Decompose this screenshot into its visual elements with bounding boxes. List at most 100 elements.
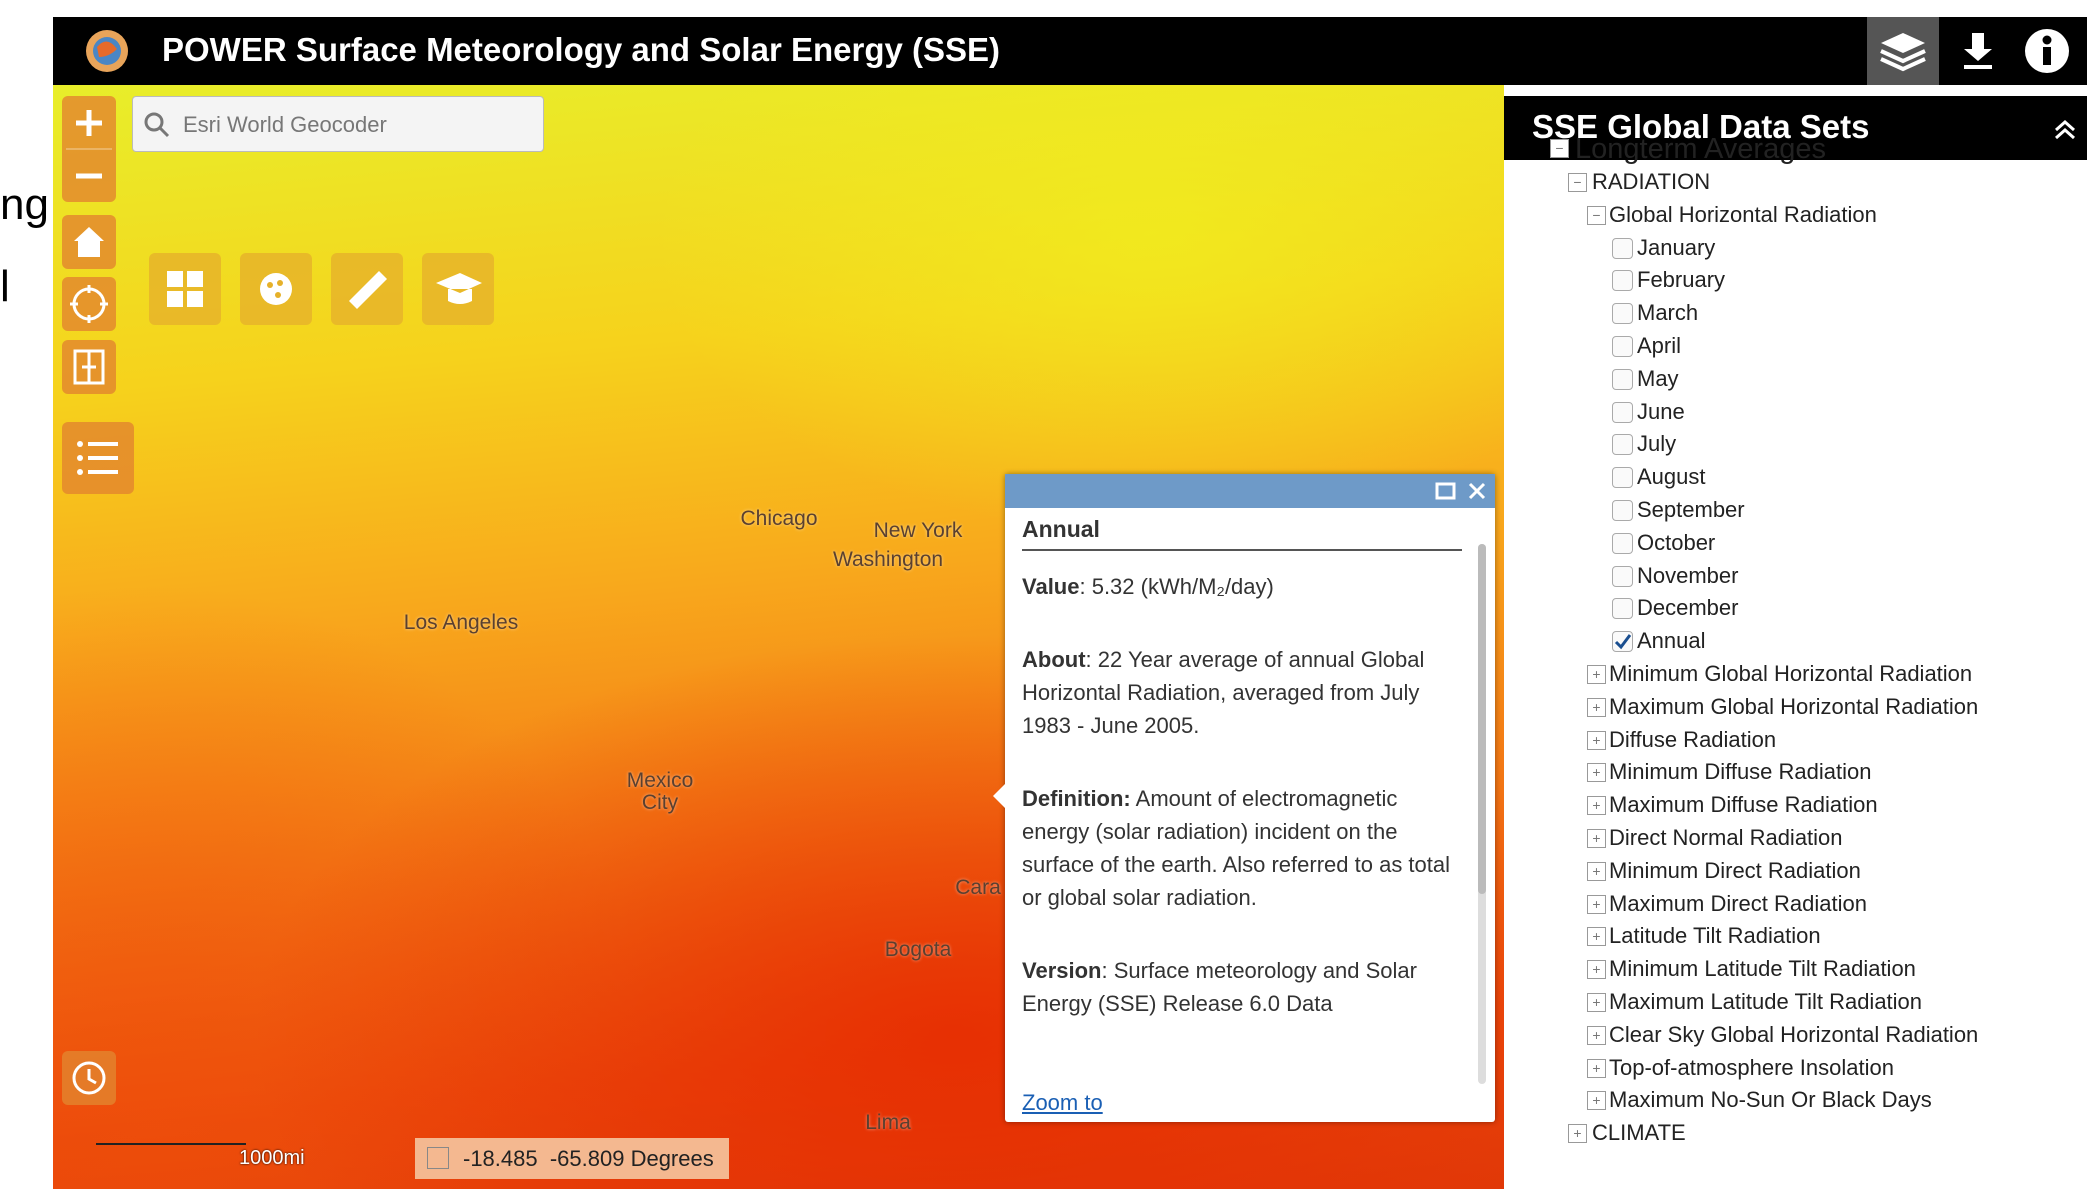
expand-icon[interactable]: + xyxy=(1587,993,1606,1012)
download-button[interactable] xyxy=(1958,29,1998,73)
expand-icon[interactable]: + xyxy=(1587,763,1606,782)
expand-icon[interactable]: + xyxy=(1587,1091,1606,1110)
tree-layer[interactable]: Top-of-atmosphere Insolation xyxy=(1609,1055,1894,1081)
checkbox[interactable] xyxy=(1612,369,1633,390)
side-text: ng xyxy=(0,180,49,230)
option-label[interactable]: September xyxy=(1637,497,1745,523)
expand-icon[interactable]: + xyxy=(1587,731,1606,750)
expand-icon[interactable]: + xyxy=(1568,1124,1587,1143)
tree-group: RADIATION xyxy=(1592,169,1710,195)
map-label: Cara xyxy=(955,876,1001,900)
tree-layer[interactable]: Maximum Latitude Tilt Radiation xyxy=(1609,989,1922,1015)
layers-button[interactable] xyxy=(1867,17,1939,85)
option-label[interactable]: December xyxy=(1637,595,1738,621)
expand-icon[interactable]: + xyxy=(1587,665,1606,684)
map-label: Mexico City xyxy=(620,770,700,814)
tree-layer[interactable]: Minimum Global Horizontal Radiation xyxy=(1609,661,1972,687)
option-label[interactable]: January xyxy=(1637,235,1715,261)
tree-layer[interactable]: Maximum No-Sun Or Black Days xyxy=(1609,1087,1932,1113)
checkbox[interactable] xyxy=(1612,598,1633,619)
checkbox[interactable] xyxy=(1612,434,1633,455)
checkbox[interactable] xyxy=(1612,467,1633,488)
coordinates-box: -18.485 -65.809 Degrees xyxy=(415,1138,729,1179)
checkbox[interactable] xyxy=(1612,238,1633,259)
scale-label: 1000mi xyxy=(239,1147,305,1170)
collapse-icon[interactable]: − xyxy=(1550,139,1569,158)
tree-layer[interactable]: Minimum Latitude Tilt Radiation xyxy=(1609,956,1916,982)
map-label: Los Angeles xyxy=(404,611,518,635)
expand-icon[interactable]: + xyxy=(1587,829,1606,848)
checkbox[interactable] xyxy=(1612,631,1633,652)
checkbox[interactable] xyxy=(1612,303,1633,324)
search-icon xyxy=(143,111,171,139)
tree-layer[interactable]: Maximum Global Horizontal Radiation xyxy=(1609,694,1978,720)
close-button[interactable] xyxy=(1467,481,1487,501)
map-label: Chicago xyxy=(740,507,817,531)
side-text: l xyxy=(0,262,10,312)
scale-line xyxy=(96,1143,246,1145)
expand-icon[interactable]: + xyxy=(1587,862,1606,881)
popup-section: Value: 5.32 (kWh/M₂/day) xyxy=(1022,570,1467,603)
popup: Annual Value: 5.32 (kWh/M₂/day)About: 22… xyxy=(1005,474,1495,1122)
option-label[interactable]: May xyxy=(1637,366,1679,392)
checkbox[interactable] xyxy=(1612,566,1633,587)
checkbox[interactable] xyxy=(1612,402,1633,423)
expand-icon[interactable]: + xyxy=(1587,895,1606,914)
measure-tool[interactable] xyxy=(331,253,403,325)
home-button[interactable] xyxy=(62,215,116,269)
checkbox[interactable] xyxy=(1612,270,1633,291)
tree-layer[interactable]: Clear Sky Global Horizontal Radiation xyxy=(1609,1022,1978,1048)
popup-body: Value: 5.32 (kWh/M₂/day)About: 22 Year a… xyxy=(1022,570,1467,1060)
search-placeholder: Esri World Geocoder xyxy=(183,112,387,138)
basemap-tool[interactable] xyxy=(149,253,221,325)
expand-icon[interactable]: + xyxy=(1587,1059,1606,1078)
section-label: About xyxy=(1022,647,1086,672)
checkbox[interactable] xyxy=(1612,500,1633,521)
maximize-button[interactable] xyxy=(1435,481,1457,501)
tree-layer[interactable]: Minimum Diffuse Radiation xyxy=(1609,759,1871,785)
expand-icon[interactable]: + xyxy=(1587,927,1606,946)
expand-icon[interactable]: + xyxy=(1587,1026,1606,1045)
option-label[interactable]: March xyxy=(1637,300,1698,326)
collapse-icon[interactable]: − xyxy=(1568,173,1587,192)
option-label[interactable]: February xyxy=(1637,267,1725,293)
search-box[interactable]: Esri World Geocoder xyxy=(132,96,544,152)
info-button[interactable] xyxy=(2023,27,2071,75)
section-label: Value xyxy=(1022,574,1079,599)
zoom-control[interactable] xyxy=(62,96,116,202)
option-label[interactable]: April xyxy=(1637,333,1681,359)
tree-layer[interactable]: Diffuse Radiation xyxy=(1609,727,1776,753)
layer-tool[interactable] xyxy=(240,253,312,325)
checkbox[interactable] xyxy=(1612,533,1633,554)
option-label[interactable]: Annual xyxy=(1637,628,1706,654)
tree-layer[interactable]: Direct Normal Radiation xyxy=(1609,825,1843,851)
map-label: New York xyxy=(874,519,963,543)
legend-button[interactable] xyxy=(62,422,134,494)
expand-icon[interactable]: + xyxy=(1587,796,1606,815)
collapse-button[interactable] xyxy=(2052,116,2078,142)
expand-icon[interactable]: + xyxy=(1587,960,1606,979)
collapse-icon[interactable]: − xyxy=(1587,206,1606,225)
checkbox[interactable] xyxy=(1612,336,1633,357)
option-label[interactable]: June xyxy=(1637,399,1685,425)
tree-layer[interactable]: Maximum Diffuse Radiation xyxy=(1609,792,1878,818)
tree-layer[interactable]: Latitude Tilt Radiation xyxy=(1609,923,1821,949)
tree-layer[interactable]: Maximum Direct Radiation xyxy=(1609,891,1867,917)
side-panel: SSE Global Data Sets −Longterm Averages−… xyxy=(1504,96,2087,1189)
help-tool[interactable] xyxy=(422,253,494,325)
option-label[interactable]: August xyxy=(1637,464,1706,490)
zoom-link[interactable]: Zoom to xyxy=(1022,1090,1103,1116)
popup-section: Version: Surface meteorology and Solar E… xyxy=(1022,954,1467,1020)
expand-icon[interactable]: + xyxy=(1587,698,1606,717)
option-label[interactable]: October xyxy=(1637,530,1715,556)
time-button[interactable] xyxy=(62,1051,116,1105)
popup-header xyxy=(1005,474,1495,508)
map-label: Bogota xyxy=(885,938,952,962)
option-label[interactable]: November xyxy=(1637,563,1738,589)
locate-button[interactable] xyxy=(62,277,116,331)
map-label: Lima xyxy=(865,1111,911,1135)
swipe-button[interactable] xyxy=(62,340,116,394)
option-label[interactable]: July xyxy=(1637,431,1676,457)
popup-pointer xyxy=(993,784,1005,808)
tree-layer[interactable]: Minimum Direct Radiation xyxy=(1609,858,1861,884)
